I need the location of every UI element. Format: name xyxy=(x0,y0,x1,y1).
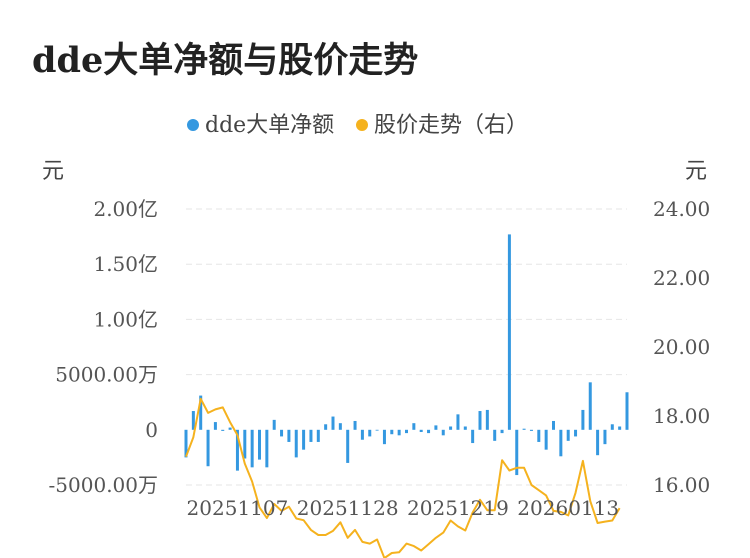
bar xyxy=(360,429,364,440)
legend-item[interactable]: 股价走势（右） xyxy=(356,113,528,138)
bar xyxy=(574,429,578,437)
bar xyxy=(500,429,504,434)
bar xyxy=(507,234,511,430)
grid-layer xyxy=(186,208,627,486)
bar xyxy=(353,420,357,430)
bar xyxy=(603,429,607,445)
bar xyxy=(382,429,386,445)
bar xyxy=(368,429,372,437)
bar xyxy=(566,429,570,441)
bar xyxy=(552,420,555,430)
left-tick-label: 1.50亿 xyxy=(93,252,158,276)
legend[interactable]: dde大单净额 股价走势（右） xyxy=(187,113,528,138)
bar xyxy=(243,429,247,459)
bar xyxy=(184,429,188,458)
bar xyxy=(588,382,592,430)
chart-title: dde大单净额与股价走势 xyxy=(32,40,419,81)
bar xyxy=(463,426,467,430)
left-tick-label: 5000.00万 xyxy=(55,363,158,387)
bar xyxy=(515,429,519,476)
bar xyxy=(544,429,548,450)
bar xyxy=(213,422,217,430)
x-tick-label: 20251128 xyxy=(297,496,399,520)
bar xyxy=(235,429,239,471)
bar xyxy=(471,429,475,444)
bar xyxy=(375,429,379,431)
bar xyxy=(338,423,342,430)
bar xyxy=(449,426,453,430)
right-tick-label: 22.00 xyxy=(653,266,710,290)
bar xyxy=(478,411,482,430)
bar xyxy=(199,395,203,430)
bar xyxy=(294,429,298,458)
bar xyxy=(309,429,313,442)
bar xyxy=(191,411,195,430)
bar xyxy=(610,424,614,430)
left-tick-label: 0 xyxy=(145,418,158,442)
bar xyxy=(302,429,306,450)
line-series xyxy=(185,397,621,558)
bar xyxy=(419,429,423,433)
bar xyxy=(456,414,460,430)
bar xyxy=(493,429,497,441)
legend-label: 股价走势（右） xyxy=(374,113,528,138)
bar xyxy=(331,416,335,430)
bar xyxy=(485,409,489,430)
price-line xyxy=(185,397,621,558)
bar xyxy=(529,429,533,431)
left-tick-label: 2.00亿 xyxy=(93,197,158,221)
bar xyxy=(390,429,394,435)
bar xyxy=(397,429,401,436)
bar xyxy=(434,425,438,430)
legend-label: dde大单净额 xyxy=(205,113,334,138)
right-tick-label: 18.00 xyxy=(653,404,710,428)
bar xyxy=(522,428,526,430)
x-tick-label: 20251219 xyxy=(407,496,509,520)
bar xyxy=(258,429,261,460)
bar xyxy=(427,429,431,434)
bar xyxy=(412,423,416,430)
left-unit-label: 元 xyxy=(42,159,64,184)
bar xyxy=(206,429,210,467)
legend-marker xyxy=(356,119,368,131)
left-tick-label: 1.00亿 xyxy=(93,307,158,331)
bar xyxy=(280,429,284,437)
bar xyxy=(272,419,276,430)
left-tick-label: -5000.00万 xyxy=(49,473,158,497)
bar xyxy=(441,429,445,436)
bar xyxy=(405,429,408,434)
legend-marker xyxy=(187,119,199,131)
bar xyxy=(618,426,622,430)
axes: 2.00亿 1.50亿 1.00亿 5000.00万 0 -5000.00万 24.00 22… xyxy=(42,159,710,520)
bar xyxy=(581,409,585,430)
x-tick-label: 20260113 xyxy=(517,496,619,520)
right-tick-label: 24.00 xyxy=(653,197,710,221)
right-unit-label: 元 xyxy=(685,159,707,184)
bar xyxy=(250,429,254,468)
right-tick-label: 20.00 xyxy=(653,335,710,359)
bar xyxy=(228,427,232,430)
bar xyxy=(324,424,328,430)
bar xyxy=(221,429,225,431)
bar xyxy=(265,429,269,468)
bar xyxy=(537,429,541,442)
bar xyxy=(316,429,320,442)
bar xyxy=(625,392,629,430)
bar xyxy=(596,429,600,456)
bar xyxy=(559,429,563,457)
legend-item[interactable]: dde大单净额 xyxy=(187,113,334,138)
bar-series xyxy=(184,234,629,476)
right-tick-label: 16.00 xyxy=(653,473,710,497)
bar xyxy=(287,429,291,442)
x-tick-label: 20251107 xyxy=(187,496,289,520)
bar xyxy=(346,429,350,463)
